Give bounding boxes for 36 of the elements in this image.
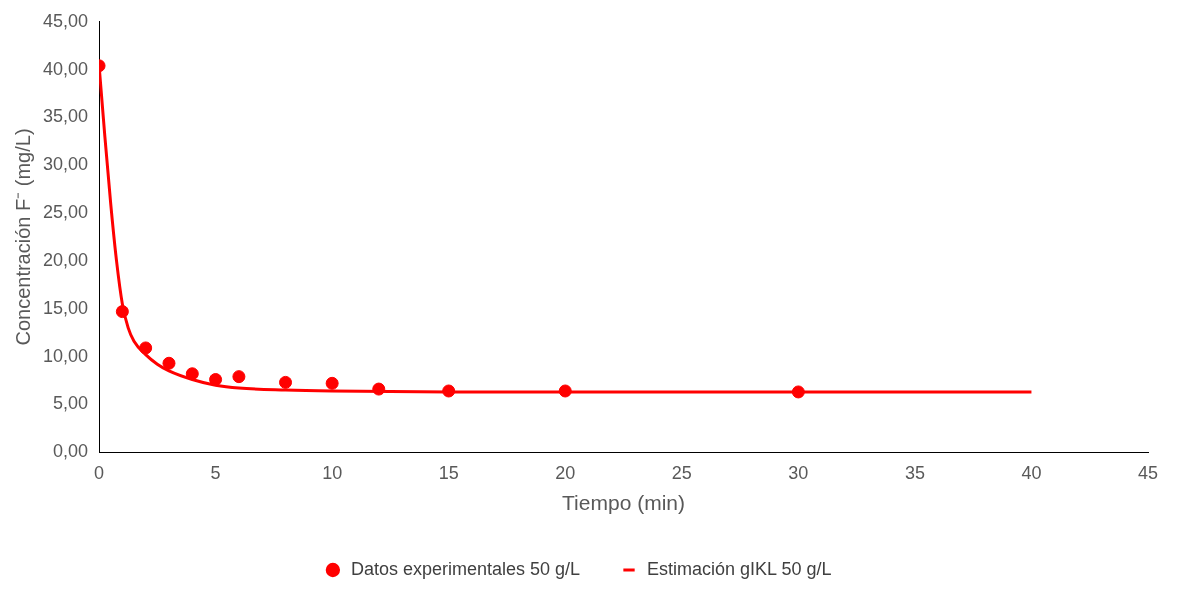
point bbox=[372, 382, 386, 396]
x-axis-title: Tiempo (min) bbox=[562, 491, 685, 515]
y-tick-label: 45,00 bbox=[43, 10, 89, 31]
y-tick-label: 20,00 bbox=[43, 249, 89, 270]
point bbox=[791, 385, 805, 399]
y-tick-label: 15,00 bbox=[43, 297, 89, 318]
point bbox=[442, 384, 456, 398]
point bbox=[325, 376, 339, 390]
x-tick-label: 35 bbox=[904, 462, 925, 483]
y-tick-label: 40,00 bbox=[43, 58, 89, 79]
x-tick-label: 10 bbox=[322, 462, 343, 483]
y-tick-label: 0,00 bbox=[53, 441, 89, 462]
legend-label: Estimación gIKL 50 g/L bbox=[647, 558, 832, 579]
x-tick-label: 15 bbox=[438, 462, 459, 483]
x-tick-label: 5 bbox=[210, 462, 221, 483]
legend-label: Datos experimentales 50 g/L bbox=[350, 558, 581, 579]
x-tick-label: 40 bbox=[1021, 462, 1042, 483]
point bbox=[139, 341, 153, 355]
point bbox=[209, 373, 223, 387]
y-tick-label: 35,00 bbox=[43, 106, 89, 127]
point bbox=[279, 375, 293, 389]
x-tick-label: 0 bbox=[94, 462, 105, 483]
y-tick-label: 30,00 bbox=[43, 154, 89, 175]
x-tick-label: 30 bbox=[788, 462, 809, 483]
point bbox=[115, 305, 129, 319]
point bbox=[162, 356, 176, 370]
x-tick-label: 25 bbox=[671, 462, 692, 483]
point bbox=[185, 367, 199, 381]
x-tick-label: 20 bbox=[555, 462, 576, 483]
x-tick-label: 45 bbox=[1137, 462, 1159, 483]
y-tick-label: 10,00 bbox=[43, 345, 89, 366]
point bbox=[232, 370, 246, 384]
point bbox=[558, 384, 572, 398]
y-tick-label: 5,00 bbox=[53, 393, 89, 414]
y-axis-title: Concentración F⁻ (mg/L) bbox=[11, 128, 34, 346]
y-tick-label: 25,00 bbox=[43, 202, 89, 223]
